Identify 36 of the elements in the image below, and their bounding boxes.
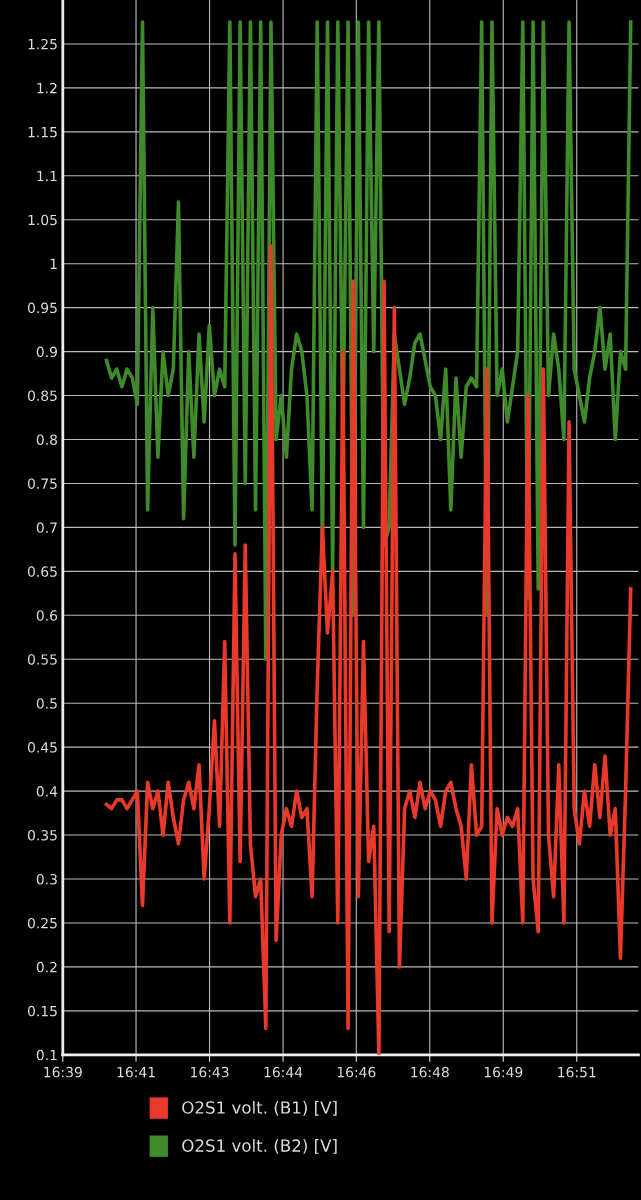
y-tick-label: 0.1 bbox=[36, 1049, 57, 1061]
y-tick-label: 0.3 bbox=[36, 873, 57, 885]
legend-label: O2S1 volt. (B1) [V] bbox=[182, 1100, 337, 1116]
x-tick-label: 16:41 bbox=[117, 1066, 155, 1078]
y-tick-label: 0.7 bbox=[36, 522, 57, 533]
y-tick-label: 0.2 bbox=[36, 961, 57, 973]
x-tick-label: 16:51 bbox=[558, 1066, 596, 1078]
y-tick-label: 0.25 bbox=[27, 917, 57, 929]
y-tick-label: 0.75 bbox=[27, 478, 57, 489]
legend-label: O2S1 volt. (B2) [V] bbox=[182, 1138, 337, 1154]
y-tick-label: 1.25 bbox=[28, 38, 57, 50]
x-tick-label: 16:44 bbox=[264, 1066, 303, 1078]
y-tick-label: 1.2 bbox=[37, 82, 57, 94]
y-tick-label: 0.35 bbox=[27, 830, 57, 841]
y-tick-label: 0.45 bbox=[27, 742, 57, 753]
y-tick-label: 0.8 bbox=[36, 434, 58, 445]
x-tick-label: 16:39 bbox=[44, 1066, 82, 1078]
y-tick-label: 1 bbox=[50, 258, 57, 269]
y-tick-label: 1.1 bbox=[37, 170, 57, 182]
line-series bbox=[104, 244, 633, 1055]
y-tick-label: 0.55 bbox=[27, 654, 57, 665]
x-tick-label: 16:48 bbox=[411, 1066, 449, 1078]
y-tick-label: 0.6 bbox=[36, 610, 58, 621]
y-tick-label: 0.95 bbox=[27, 302, 57, 314]
y-tick-label: 0.65 bbox=[27, 566, 57, 577]
x-tick-label: 16:49 bbox=[484, 1066, 523, 1078]
y-tick-label: 0.15 bbox=[27, 1005, 57, 1017]
y-tick-label: 0.4 bbox=[36, 786, 58, 797]
y-tick-label: 1.15 bbox=[28, 127, 57, 138]
y-tick-label: 0.85 bbox=[27, 390, 57, 402]
y-tick-label: 0.9 bbox=[36, 346, 57, 358]
line-series bbox=[104, 20, 633, 662]
y-tick-label: 0.5 bbox=[36, 698, 57, 709]
y-tick-label: 1.05 bbox=[28, 214, 57, 226]
x-tick-label: 16:46 bbox=[337, 1066, 376, 1078]
x-tick-label: 16:43 bbox=[191, 1066, 229, 1078]
